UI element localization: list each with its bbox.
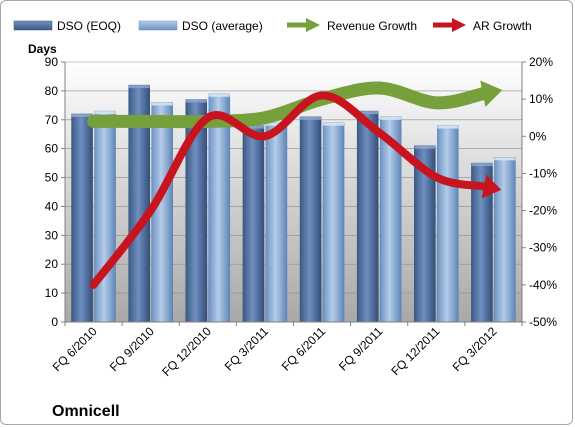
ar-growth-line bbox=[89, 91, 489, 289]
bar-dso-avg-top bbox=[380, 116, 402, 120]
legend-swatch-revenue-growth bbox=[287, 18, 320, 32]
legend-label-revenue-growth: Revenue Growth bbox=[327, 19, 417, 33]
bar-dso-avg-top bbox=[94, 111, 116, 115]
y2-tick-label: -30% bbox=[529, 241, 557, 255]
bar-dso-avg-top bbox=[208, 93, 230, 97]
legend-label-ar-growth: AR Growth bbox=[473, 19, 532, 33]
bar-dso-eoq-top bbox=[414, 145, 436, 149]
y2-tick-label: -50% bbox=[529, 315, 557, 329]
y2-tick-label: -10% bbox=[529, 166, 557, 180]
legend-swatch-dso-eoq bbox=[13, 20, 53, 31]
y2-tick-label: 20% bbox=[529, 55, 553, 69]
bar-dso-eoq bbox=[356, 110, 379, 323]
growth-lines bbox=[87, 80, 503, 289]
y-tick-label: 10 bbox=[45, 286, 59, 300]
y-tick-label: 50 bbox=[45, 171, 59, 185]
revenue-growth-line bbox=[87, 81, 490, 129]
legend-swatch-dso-avg bbox=[138, 20, 178, 31]
x-tick-label: FQ 9/2010 bbox=[107, 324, 157, 374]
axes bbox=[61, 61, 526, 326]
bar-dso-avg bbox=[94, 110, 116, 323]
legend-swatch-ar-growth bbox=[433, 18, 466, 32]
y-tick-label: 20 bbox=[45, 257, 59, 271]
y-tick-label: 80 bbox=[45, 84, 59, 98]
legend: DSO (EOQ) DSO (average) Revenue Growth A… bbox=[13, 18, 532, 33]
legend-label-dso-eoq: DSO (EOQ) bbox=[57, 19, 121, 33]
y-tick-label: 30 bbox=[45, 228, 59, 242]
bar-dso-avg bbox=[208, 93, 231, 323]
bar-dso-avg-top bbox=[323, 122, 345, 126]
y-tick-label: 70 bbox=[45, 113, 59, 127]
bar-dso-eoq bbox=[299, 116, 322, 323]
ar-growth-arrowhead bbox=[481, 174, 502, 199]
bar-dso-eoq-top bbox=[357, 111, 379, 115]
x-tick-label: FQ 12/2011 bbox=[388, 324, 442, 378]
bar-dso-avg bbox=[437, 125, 459, 323]
bar-dso-eoq bbox=[242, 125, 265, 323]
y-tick-label: 0 bbox=[51, 315, 58, 329]
bar-dso-avg-top bbox=[437, 125, 459, 129]
company-name: Omnicell bbox=[52, 403, 120, 420]
bar-dso-eoq-top bbox=[471, 163, 493, 167]
bar-dso-avg bbox=[494, 157, 516, 323]
bars bbox=[71, 84, 516, 323]
x-tick-label: FQ 9/2011 bbox=[336, 324, 386, 374]
bar-dso-avg bbox=[151, 102, 173, 323]
bar-dso-avg-top bbox=[151, 102, 173, 106]
y-tick-label: 90 bbox=[45, 55, 59, 69]
revenue-growth-arrowhead bbox=[480, 80, 503, 108]
bar-dso-eoq-top bbox=[242, 125, 264, 129]
y-tick-label: 60 bbox=[45, 142, 59, 156]
bar-dso-eoq bbox=[71, 113, 93, 323]
x-tick-label: FQ 3/2011 bbox=[222, 324, 272, 374]
x-tick-label: FQ 3/2012 bbox=[450, 324, 500, 374]
y2-tick-label: -40% bbox=[529, 278, 557, 292]
y2-tick-label: 0% bbox=[529, 129, 547, 143]
x-tick-label: FQ 6/2011 bbox=[279, 324, 329, 374]
bar-dso-avg bbox=[322, 122, 345, 323]
legend-label-dso-avg: DSO (average) bbox=[182, 19, 263, 33]
bar-dso-eoq-top bbox=[185, 99, 207, 103]
bar-dso-avg-top bbox=[494, 157, 516, 161]
bar-dso-eoq-top bbox=[300, 116, 322, 120]
y2-tick-label: -20% bbox=[529, 204, 557, 218]
bar-dso-eoq-top bbox=[128, 85, 150, 89]
y-tick-label: 40 bbox=[45, 199, 59, 213]
bar-dso-avg bbox=[265, 122, 288, 323]
bar-dso-avg-top bbox=[265, 122, 287, 126]
bar-dso-eoq-top bbox=[71, 114, 93, 117]
x-tick-label: FQ 6/2010 bbox=[50, 324, 100, 374]
x-tick-label: FQ 12/2010 bbox=[159, 324, 214, 379]
y2-tick-label: 10% bbox=[529, 92, 553, 106]
y-axis-title: Days bbox=[28, 42, 57, 56]
